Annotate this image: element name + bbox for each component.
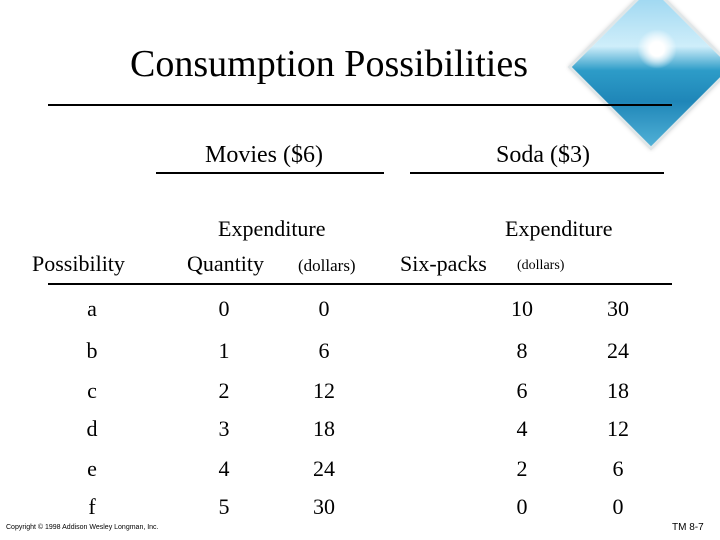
possibility-cell: b xyxy=(86,338,98,363)
slide-number: TM 8-7 xyxy=(672,522,704,533)
soda-quantity-cell: 2 xyxy=(516,456,528,481)
soda-quantity-cell: 10 xyxy=(511,296,533,321)
possibility-header: Possibility xyxy=(32,251,125,276)
possibility-cell: c xyxy=(87,378,97,403)
soda-expenditure-cell: 24 xyxy=(607,338,629,363)
movie-expenditure-cell: 24 xyxy=(313,456,335,481)
soda-quantity-cell: 6 xyxy=(516,378,528,403)
soda-quantity-cell: 4 xyxy=(516,416,528,441)
soda-quantity-cell: 0 xyxy=(516,494,528,519)
movie-expenditure-cell: 30 xyxy=(313,494,335,519)
soda-expenditure-cell: 18 xyxy=(607,378,629,403)
movie-quantity-cell: 4 xyxy=(218,456,230,481)
soda-quantity-cell: 8 xyxy=(516,338,528,363)
movie-expenditure-cell: 0 xyxy=(318,296,330,321)
movie-quantity-cell: 5 xyxy=(218,494,230,519)
six-packs-header: Six-packs xyxy=(400,251,487,276)
possibility-cell: e xyxy=(87,456,97,481)
possibility-cell: d xyxy=(86,416,98,441)
soda-expenditure-cell: 6 xyxy=(612,456,624,481)
movie-expenditure-cell: 18 xyxy=(313,416,335,441)
soda-dollars-header: (dollars) xyxy=(517,258,565,273)
movie-quantity-cell: 2 xyxy=(218,378,230,403)
copyright-notice: Copyright © 1998 Addison Wesley Longman,… xyxy=(6,524,159,531)
ocean-sun-image xyxy=(567,0,720,151)
page-title: Consumption Possibilities xyxy=(130,43,529,85)
soda-group-underline xyxy=(410,172,664,174)
movie-quantity-cell: 0 xyxy=(218,296,230,321)
movies-dollars-header: (dollars) xyxy=(298,256,356,275)
quantity-header: Quantity xyxy=(187,251,264,276)
possibility-cell: a xyxy=(87,296,97,321)
soda-group-heading: Soda ($3) xyxy=(496,142,590,168)
movie-quantity-cell: 1 xyxy=(218,338,230,363)
soda-expenditure-cell: 30 xyxy=(607,296,629,321)
movie-expenditure-cell: 6 xyxy=(318,338,330,363)
movies-group-underline xyxy=(156,172,384,174)
movie-quantity-cell: 3 xyxy=(218,416,230,441)
movies-group-heading: Movies ($6) xyxy=(205,142,323,168)
header-rule xyxy=(48,283,672,285)
movie-expenditure-cell: 12 xyxy=(313,378,335,403)
possibility-cell: f xyxy=(88,494,96,519)
soda-expenditure-header: Expenditure xyxy=(505,216,613,241)
soda-expenditure-cell: 0 xyxy=(612,494,624,519)
movies-expenditure-header: Expenditure xyxy=(218,216,326,241)
soda-expenditure-cell: 12 xyxy=(607,416,629,441)
title-underline xyxy=(48,104,672,106)
